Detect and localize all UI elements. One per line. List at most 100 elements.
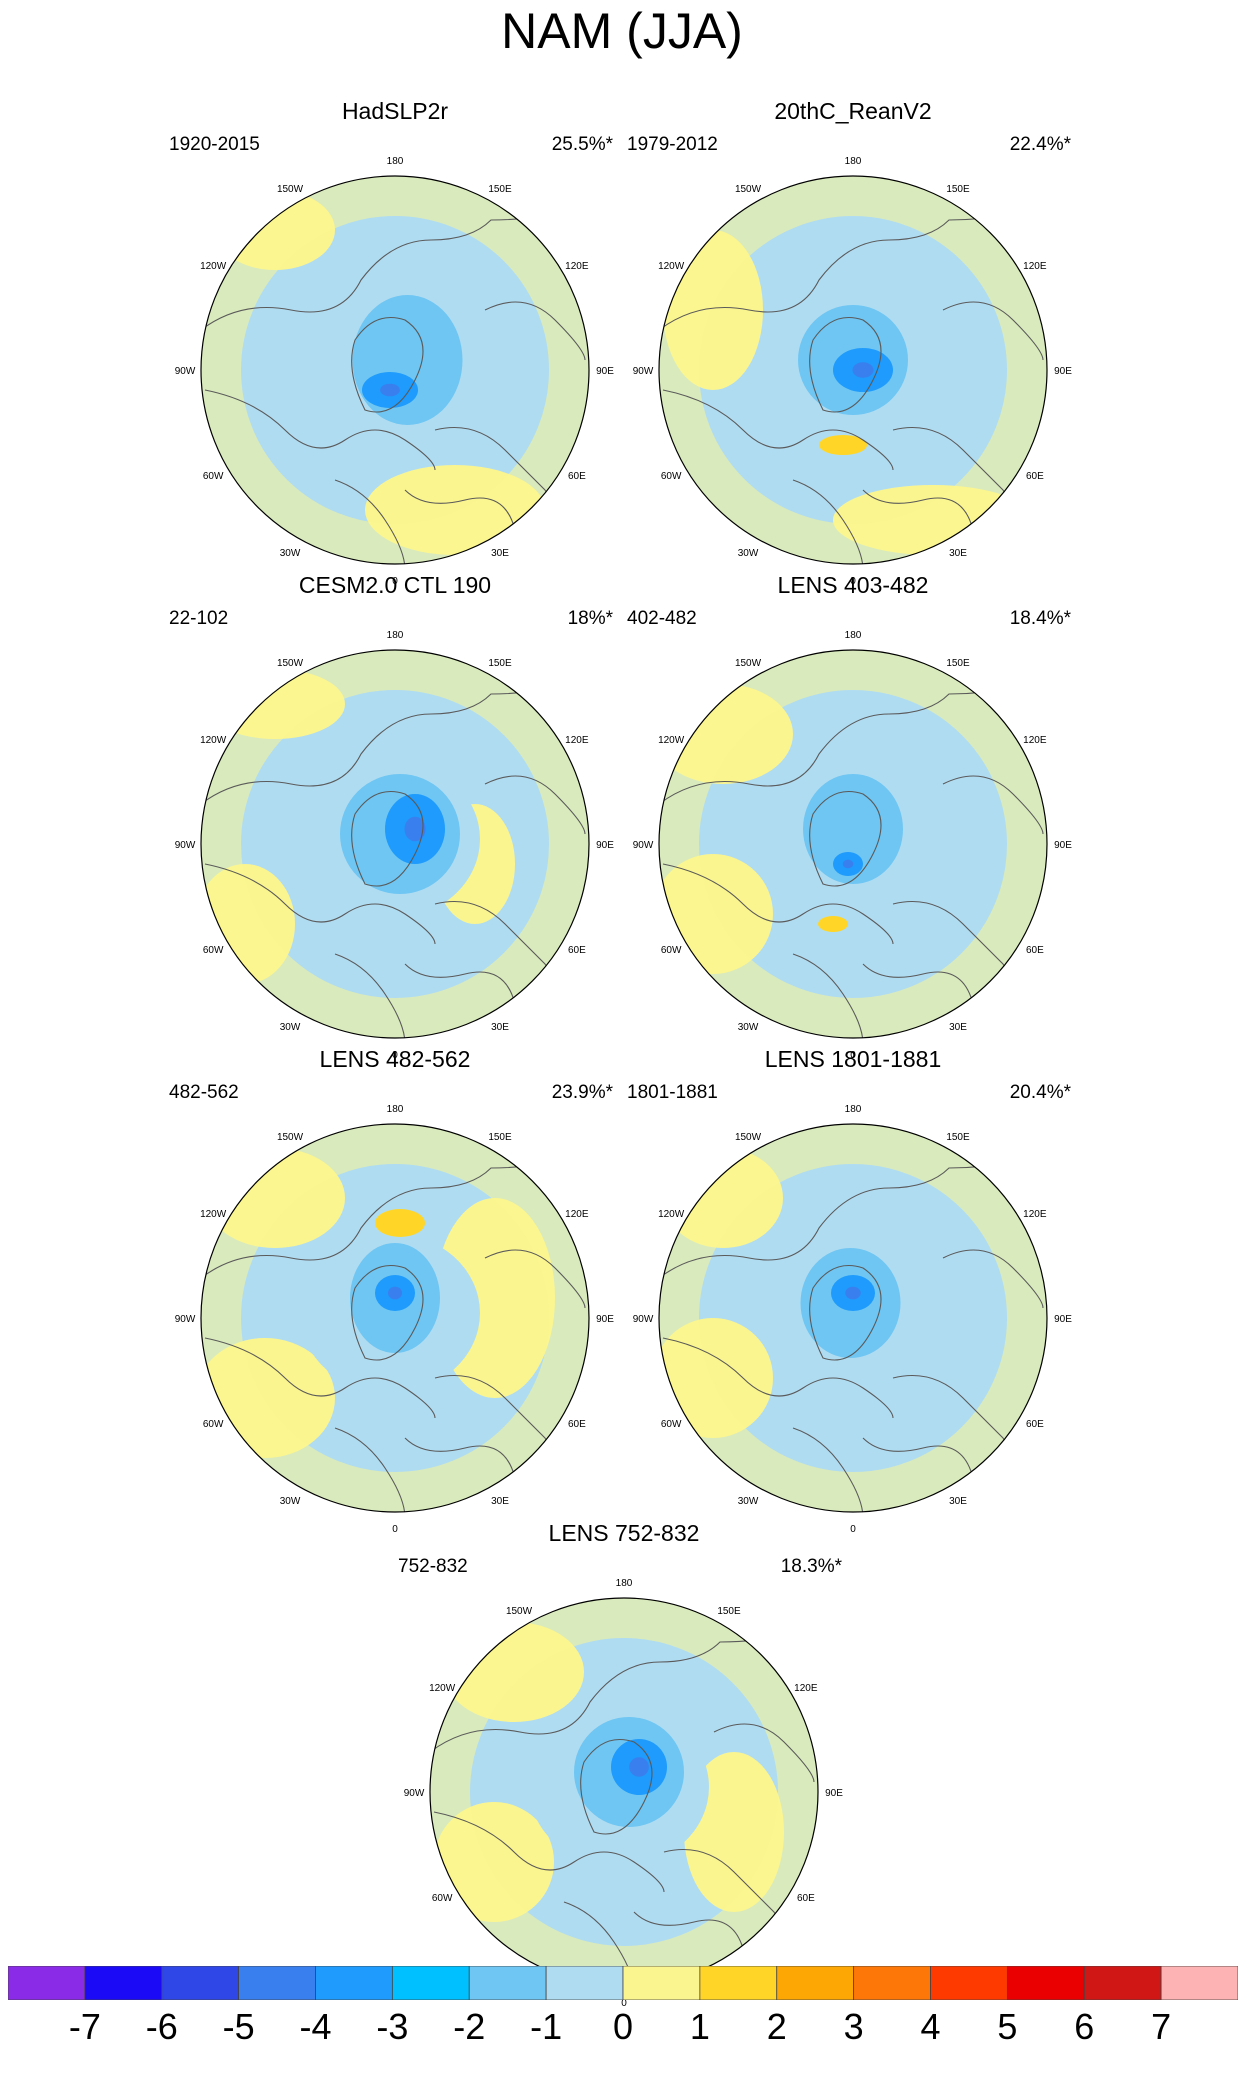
longitude-label: 0 bbox=[850, 1050, 856, 1061]
colorbar-tick-label: 3 bbox=[843, 2006, 864, 2047]
longitude-label: 150W bbox=[735, 658, 762, 669]
longitude-label: 60E bbox=[1026, 1419, 1044, 1430]
longitude-label: 60W bbox=[661, 1419, 682, 1430]
longitude-label: 90E bbox=[1054, 840, 1072, 851]
longitude-label: 60W bbox=[432, 1893, 453, 1904]
longitude-label: 90E bbox=[1054, 1314, 1072, 1325]
panel-variance-label: 25.5%* bbox=[551, 134, 613, 155]
longitude-label: 60E bbox=[568, 471, 586, 482]
longitude-label: 120W bbox=[658, 735, 685, 746]
longitude-label: 30E bbox=[949, 1022, 967, 1033]
field-negative-moderate bbox=[352, 295, 463, 425]
longitude-label: 30E bbox=[949, 1496, 967, 1507]
longitude-label: 120W bbox=[200, 735, 227, 746]
longitude-label: 120E bbox=[565, 735, 589, 746]
colorbar-swatch bbox=[8, 1966, 86, 2000]
map-boundary bbox=[658, 1123, 1048, 1513]
longitude-label: 120W bbox=[658, 1209, 685, 1220]
longitude-label: 60W bbox=[203, 945, 224, 956]
longitude-label: 90E bbox=[1054, 366, 1072, 377]
map-boundary bbox=[200, 649, 590, 1039]
colorbar-tick-label: 7 bbox=[1151, 2006, 1172, 2047]
longitude-label: 150W bbox=[506, 1606, 533, 1617]
colorbar-swatch bbox=[776, 1966, 855, 2000]
colorbar-tick-label: 4 bbox=[920, 2006, 941, 2047]
panel-variance-label: 18.4%* bbox=[1009, 608, 1071, 629]
colorbar-swatch bbox=[84, 1966, 163, 2000]
longitude-label: 150W bbox=[277, 658, 304, 669]
longitude-label: 120E bbox=[1023, 1209, 1047, 1220]
longitude-label: 90E bbox=[596, 1314, 614, 1325]
longitude-label: 150W bbox=[735, 1132, 762, 1143]
page-title: NAM (JJA) bbox=[501, 3, 743, 59]
longitude-label: 150E bbox=[946, 184, 970, 195]
longitude-label: 90E bbox=[596, 840, 614, 851]
field-negative-max bbox=[852, 362, 874, 378]
longitude-label: 90E bbox=[825, 1788, 843, 1799]
colorbar-swatch bbox=[853, 1966, 931, 2000]
longitude-label: 30E bbox=[491, 1496, 509, 1507]
map-panel-lens-1801-1881: LENS 1801-1881 1801-1881 20.4%* 180 150E 120E… bbox=[623, 1046, 1083, 1535]
map-boundary bbox=[200, 1123, 590, 1513]
colorbar-swatch bbox=[315, 1966, 393, 2000]
panel-variance-label: 23.9%* bbox=[551, 1082, 613, 1103]
colorbar-swatch bbox=[238, 1966, 316, 2000]
coastlines bbox=[659, 680, 1047, 1038]
colorbar-swatch bbox=[161, 1966, 240, 2000]
longitude-label: 180 bbox=[845, 1104, 862, 1115]
longitude-label: 60W bbox=[661, 945, 682, 956]
longitude-label: 180 bbox=[387, 156, 404, 167]
field-positive-band bbox=[659, 176, 1047, 564]
longitude-label: 30W bbox=[738, 1022, 759, 1033]
longitude-label: 90W bbox=[633, 1314, 654, 1325]
colorbar-swatch bbox=[699, 1966, 778, 2000]
colorbar-swatch bbox=[545, 1966, 624, 2000]
panel-years-label: 402-482 bbox=[627, 608, 697, 629]
longitude-label: 90E bbox=[596, 366, 614, 377]
colorbar-tick-label: -2 bbox=[453, 2006, 486, 2047]
map-panel-lens-482-562: LENS 482-562 482-562 23.9%* 180 150E 120E 90E 6… bbox=[165, 1046, 625, 1535]
longitude-label: 120W bbox=[429, 1683, 456, 1694]
map-panel-cesm-ctl: CESM2.0 CTL 190 22-102 18%* 180 150E 120E 90E 6… bbox=[165, 572, 625, 1061]
longitude-label: 150E bbox=[946, 1132, 970, 1143]
longitude-label: 0 bbox=[392, 1050, 398, 1061]
longitude-label: 90W bbox=[175, 366, 196, 377]
longitude-label: 120E bbox=[565, 1209, 589, 1220]
colorbar-tick-label: -7 bbox=[68, 2006, 101, 2047]
longitude-label: 180 bbox=[387, 630, 404, 641]
colorbar-tick-label: 1 bbox=[689, 2006, 710, 2047]
panel-variance-label: 20.4%* bbox=[1009, 1082, 1071, 1103]
longitude-label: 180 bbox=[845, 156, 862, 167]
longitude-label: 60E bbox=[797, 1893, 815, 1904]
longitude-label: 30E bbox=[949, 548, 967, 559]
longitude-label: 90W bbox=[404, 1788, 425, 1799]
field-negative-max bbox=[404, 816, 426, 842]
field-positive-band bbox=[201, 650, 589, 1038]
longitude-label: 120E bbox=[565, 261, 589, 272]
field-positive-moderate bbox=[818, 916, 848, 932]
longitude-label: 60E bbox=[568, 1419, 586, 1430]
longitude-label: 60W bbox=[661, 471, 682, 482]
longitude-label: 30W bbox=[280, 548, 301, 559]
longitude-label: 60E bbox=[568, 945, 586, 956]
field-positive-band bbox=[659, 1124, 1047, 1512]
field-positive-moderate bbox=[819, 435, 867, 455]
panel-years-label: 1801-1881 bbox=[627, 1082, 718, 1103]
longitude-label: 60W bbox=[203, 471, 224, 482]
longitude-label: 120W bbox=[200, 261, 227, 272]
field-negative-max bbox=[842, 859, 854, 869]
panel-title: 20thC_ReanV2 bbox=[774, 98, 932, 124]
panel-title: HadSLP2r bbox=[341, 98, 449, 124]
longitude-label: 60E bbox=[1026, 945, 1044, 956]
colorbar-tick-label: -4 bbox=[299, 2006, 332, 2047]
longitude-label: 30E bbox=[491, 548, 509, 559]
longitude-label: 0 bbox=[850, 576, 856, 587]
colorbar-swatch bbox=[622, 1966, 701, 2000]
panel-years-label: 482-562 bbox=[169, 1082, 239, 1103]
panel-years-label: 752-832 bbox=[398, 1556, 468, 1577]
longitude-label: 0 bbox=[392, 1524, 398, 1535]
